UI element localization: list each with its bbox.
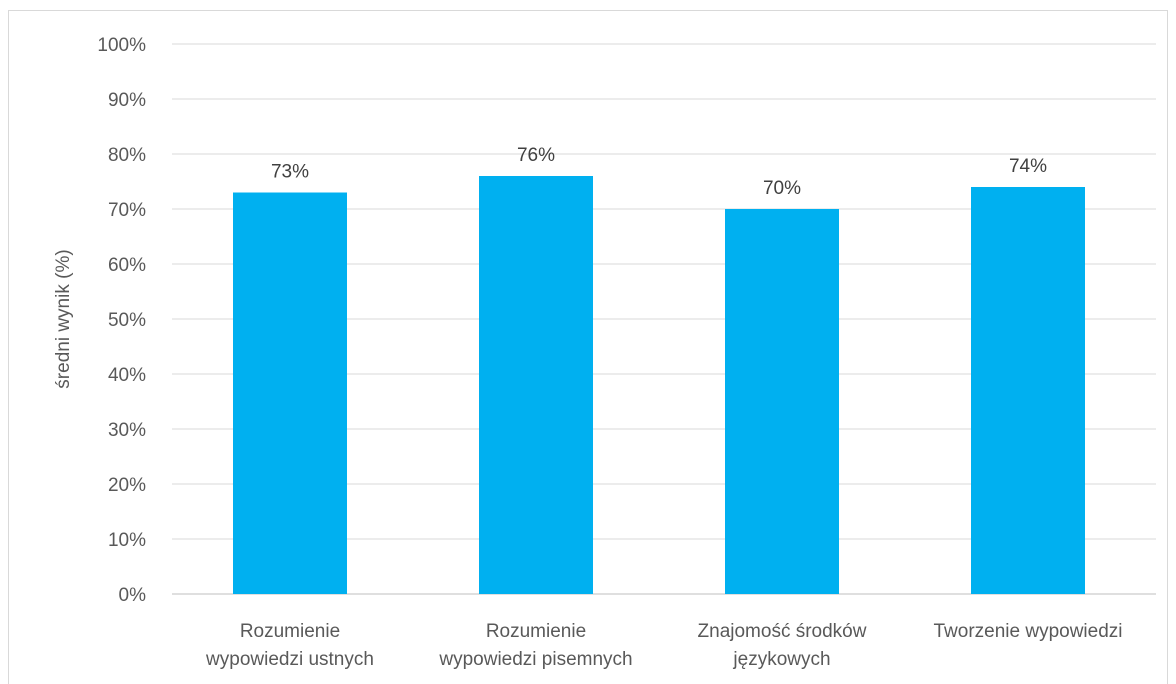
x-category-label: Znajomość środków — [698, 621, 867, 642]
bar — [479, 176, 593, 594]
data-label: 70% — [763, 178, 801, 199]
y-tick-label: 10% — [108, 530, 146, 551]
data-label: 73% — [271, 162, 309, 183]
x-category-label: Tworzenie wypowiedzi — [933, 621, 1122, 642]
y-tick-label: 40% — [108, 365, 146, 386]
data-label: 74% — [1009, 156, 1047, 177]
y-tick-label: 30% — [108, 420, 146, 441]
y-axis-ticks: 0% 10% 20% 30% 40% 50% 60% 70% 80% 90% 100% — [97, 35, 146, 606]
y-tick-label: 60% — [108, 255, 146, 276]
y-tick-label: 100% — [97, 35, 146, 56]
x-category-label: językowych — [732, 649, 830, 670]
x-category-label: wypowiedzi ustnych — [205, 649, 374, 670]
y-tick-label: 50% — [108, 310, 146, 331]
x-axis-categories: Rozumienie wypowiedzi ustnych Rozumienie wy… — [205, 621, 1122, 670]
x-category-label: Rozumienie — [240, 621, 340, 642]
y-tick-label: 20% — [108, 475, 146, 496]
y-tick-label: 70% — [108, 200, 146, 221]
x-category-label: Rozumienie — [486, 621, 586, 642]
y-axis-title: średni wynik (%) — [53, 249, 74, 388]
x-category-label: wypowiedzi pisemnych — [438, 649, 632, 670]
data-labels: 73% 76% 70% 74% — [271, 145, 1047, 199]
data-label: 76% — [517, 145, 555, 166]
y-tick-label: 80% — [108, 145, 146, 166]
y-tick-label: 0% — [119, 585, 147, 606]
bar — [233, 192, 347, 594]
y-tick-label: 90% — [108, 90, 146, 111]
bars — [233, 176, 1085, 594]
bar — [971, 187, 1085, 594]
bar — [725, 209, 839, 594]
